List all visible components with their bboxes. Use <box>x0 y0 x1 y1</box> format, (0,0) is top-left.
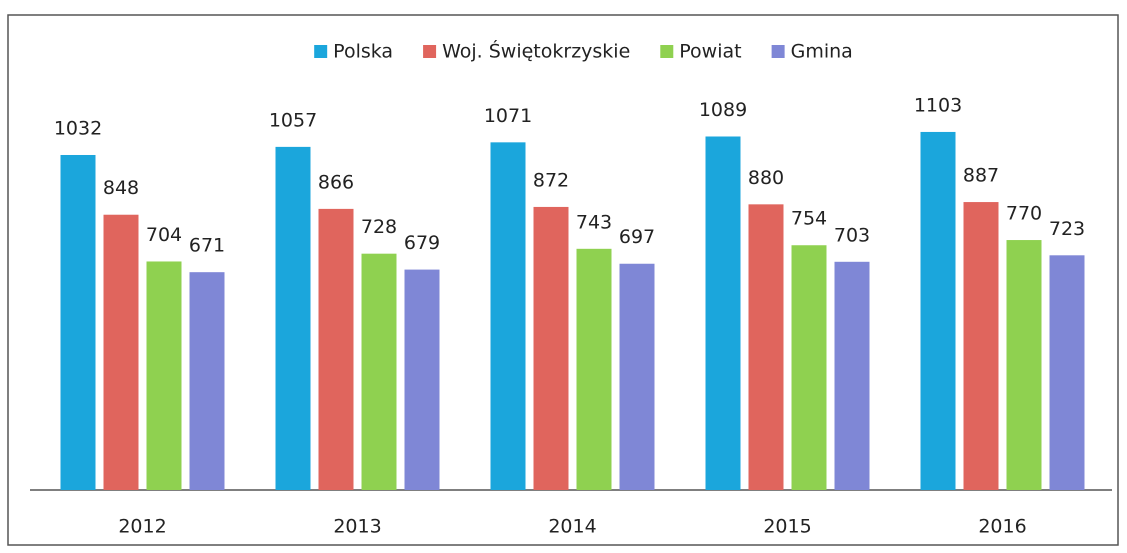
data-label: 848 <box>103 177 139 199</box>
bar <box>705 136 741 491</box>
legend-swatch <box>314 45 328 58</box>
bar <box>404 269 440 490</box>
data-label: 872 <box>533 169 569 191</box>
x-tick-label: 2014 <box>548 516 596 538</box>
data-label: 770 <box>1006 203 1042 225</box>
legend-swatch <box>660 45 674 58</box>
legend-label: Woj. Świętokrzyskie <box>442 39 630 63</box>
data-label: 1032 <box>54 117 102 139</box>
data-label: 679 <box>404 232 440 254</box>
data-label: 703 <box>834 224 870 246</box>
data-label: 728 <box>361 216 397 238</box>
bar <box>146 261 182 490</box>
x-tick-label: 2016 <box>978 516 1026 538</box>
legend-label: Polska <box>333 41 393 63</box>
bar <box>490 142 526 491</box>
bar <box>963 202 999 490</box>
bar <box>619 263 655 490</box>
data-label: 743 <box>576 211 612 233</box>
data-label: 671 <box>189 235 225 257</box>
bar <box>533 206 569 491</box>
data-label: 1071 <box>484 105 532 127</box>
data-label: 1057 <box>269 109 317 131</box>
bar <box>748 204 784 491</box>
data-label: 1103 <box>914 94 962 116</box>
x-tick-label: 2012 <box>118 516 166 538</box>
data-label: 880 <box>748 167 784 189</box>
bar <box>318 208 354 491</box>
bar <box>791 245 827 490</box>
bar <box>576 248 612 490</box>
legend-swatch <box>771 45 785 58</box>
legend-label: Powiat <box>679 41 741 63</box>
bar <box>1006 240 1042 490</box>
legend-label: Gmina <box>791 41 853 63</box>
data-label: 1089 <box>699 99 747 121</box>
x-tick-label: 2013 <box>333 516 381 538</box>
data-label: 723 <box>1049 218 1085 240</box>
data-label: 754 <box>791 208 827 230</box>
data-label: 887 <box>963 165 999 187</box>
bar <box>1049 255 1085 490</box>
data-label: 697 <box>619 226 655 248</box>
bar <box>361 253 397 490</box>
bar <box>275 146 311 491</box>
bar <box>60 154 96 490</box>
bar <box>920 131 956 491</box>
legend-swatch <box>423 45 437 58</box>
bar <box>103 214 139 491</box>
data-label: 704 <box>146 224 182 246</box>
bar <box>189 272 225 490</box>
x-tick-label: 2015 <box>763 516 811 538</box>
data-label: 866 <box>318 171 354 193</box>
bar <box>834 261 870 490</box>
